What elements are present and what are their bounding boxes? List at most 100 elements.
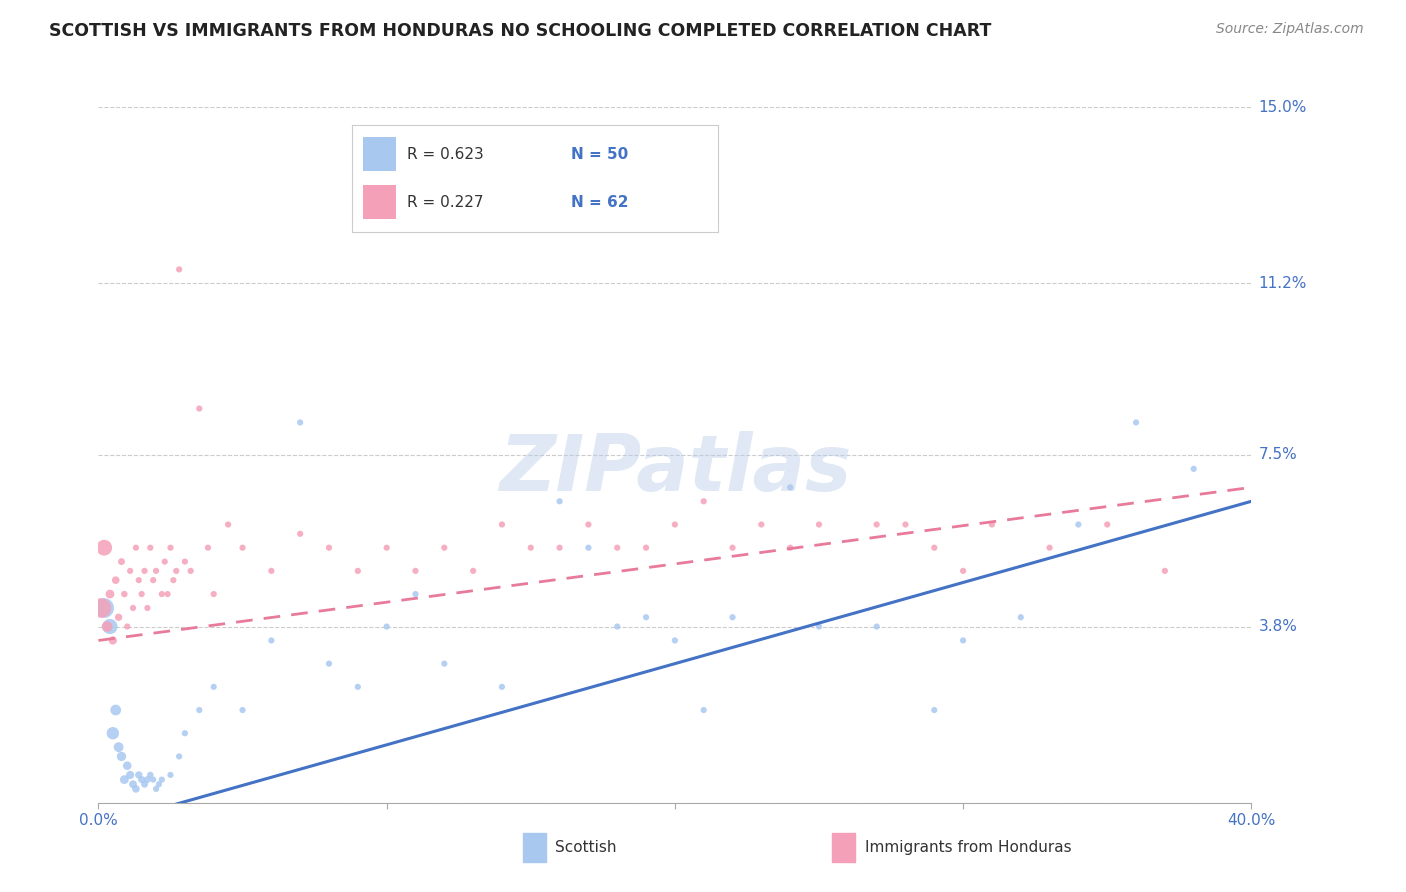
Point xyxy=(93,601,115,615)
Point xyxy=(134,777,156,791)
Point xyxy=(664,517,686,532)
Point xyxy=(375,619,398,633)
Point xyxy=(1097,517,1119,532)
Point xyxy=(112,587,135,601)
Point xyxy=(153,555,176,569)
Point xyxy=(156,587,179,601)
Point xyxy=(952,564,974,578)
Text: 7.5%: 7.5% xyxy=(1258,448,1298,462)
Point xyxy=(807,619,830,633)
Point xyxy=(290,526,312,541)
Point xyxy=(520,541,543,555)
Text: Immigrants from Honduras: Immigrants from Honduras xyxy=(865,840,1071,855)
Point xyxy=(110,555,132,569)
Point xyxy=(107,610,129,624)
Point xyxy=(98,587,121,601)
Point xyxy=(924,703,946,717)
Point xyxy=(952,633,974,648)
Point xyxy=(159,768,181,782)
Point xyxy=(721,610,744,624)
Point xyxy=(139,768,162,782)
Point xyxy=(1067,517,1090,532)
Point xyxy=(433,541,456,555)
Point xyxy=(1010,610,1032,624)
Point xyxy=(120,564,142,578)
Point xyxy=(231,703,254,717)
Point xyxy=(924,541,946,555)
Point xyxy=(174,726,197,740)
Point xyxy=(894,517,917,532)
Point xyxy=(188,401,211,416)
Point xyxy=(548,541,571,555)
Point xyxy=(174,555,197,569)
Point xyxy=(636,541,658,555)
Point xyxy=(202,587,225,601)
Point xyxy=(90,601,112,615)
Point xyxy=(104,703,127,717)
Point xyxy=(125,781,148,796)
Point xyxy=(461,564,484,578)
Point xyxy=(125,541,148,555)
Point xyxy=(606,541,628,555)
Point xyxy=(405,587,427,601)
Point xyxy=(693,703,716,717)
Point xyxy=(202,680,225,694)
Point xyxy=(117,758,138,772)
Point xyxy=(491,517,513,532)
Point xyxy=(180,564,202,578)
Text: N = 50: N = 50 xyxy=(571,146,628,161)
Text: R = 0.227: R = 0.227 xyxy=(406,194,484,210)
Point xyxy=(260,633,283,648)
Point xyxy=(101,726,124,740)
Point xyxy=(131,772,153,787)
Point xyxy=(346,564,368,578)
Point xyxy=(1182,462,1205,476)
Point xyxy=(150,587,173,601)
Point xyxy=(117,619,138,633)
Point xyxy=(131,587,153,601)
Point xyxy=(122,777,145,791)
Point xyxy=(110,749,132,764)
Point xyxy=(981,517,1004,532)
Point xyxy=(405,564,427,578)
Text: 11.2%: 11.2% xyxy=(1258,276,1306,291)
Point xyxy=(112,772,135,787)
Text: N = 62: N = 62 xyxy=(571,194,628,210)
Point xyxy=(188,703,211,717)
Point xyxy=(165,564,187,578)
Point xyxy=(167,262,190,277)
Point xyxy=(290,416,312,430)
Point xyxy=(318,657,340,671)
Text: 15.0%: 15.0% xyxy=(1258,100,1306,114)
Point xyxy=(159,541,181,555)
Point xyxy=(98,619,121,633)
Point xyxy=(197,541,219,555)
Point xyxy=(721,541,744,555)
Point xyxy=(107,740,129,755)
Point xyxy=(139,541,162,555)
Point xyxy=(865,619,889,633)
Point xyxy=(375,541,398,555)
Point xyxy=(1153,564,1175,578)
Point xyxy=(162,573,184,587)
Point xyxy=(101,633,124,648)
Point xyxy=(318,541,340,555)
Point xyxy=(142,573,165,587)
Point xyxy=(128,768,150,782)
Point xyxy=(145,564,167,578)
Text: 3.8%: 3.8% xyxy=(1258,619,1298,634)
Point xyxy=(104,573,127,587)
Point xyxy=(93,541,115,555)
Point xyxy=(807,517,830,532)
Point xyxy=(664,633,686,648)
Point xyxy=(167,749,190,764)
Text: SCOTTISH VS IMMIGRANTS FROM HONDURAS NO SCHOOLING COMPLETED CORRELATION CHART: SCOTTISH VS IMMIGRANTS FROM HONDURAS NO … xyxy=(49,22,991,40)
Point xyxy=(779,541,801,555)
Point xyxy=(231,541,254,555)
Point xyxy=(1125,416,1147,430)
Point xyxy=(96,619,118,633)
Point xyxy=(491,680,513,694)
Point xyxy=(136,772,159,787)
Point xyxy=(260,564,283,578)
Text: ZIPatlas: ZIPatlas xyxy=(499,431,851,507)
